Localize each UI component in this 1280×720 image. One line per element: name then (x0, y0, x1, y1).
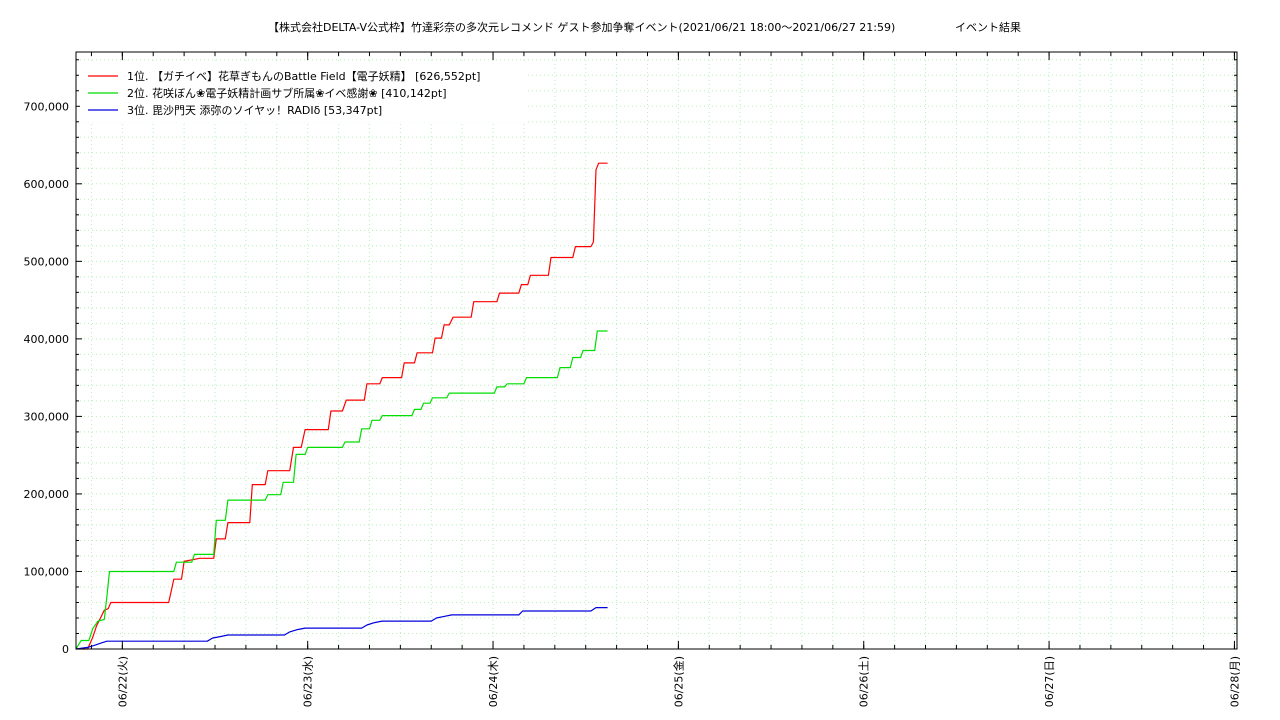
y-tick-label: 600,000 (24, 178, 70, 191)
y-tick-label: 0 (62, 643, 69, 656)
x-tick-label: 06/28(月) (1228, 656, 1241, 707)
series-line-2 (75, 330, 608, 650)
y-tick-label: 500,000 (24, 255, 70, 268)
grid (76, 52, 1237, 649)
y-tick-label: 100,000 (24, 565, 70, 578)
legend-label-2: 2位. 花咲ぼん❀電子妖精計画サブ所属❀イベ感謝❀ [410,142pt] (127, 86, 447, 100)
y-tick-label: 400,000 (24, 333, 70, 346)
x-tick-label: 06/22(火) (116, 656, 129, 707)
legend: 1位. 【ガチイベ】花草ぎもんのBattle Field【電子妖精】 [626,… (80, 64, 525, 122)
legend-label-1: 1位. 【ガチイベ】花草ぎもんのBattle Field【電子妖精】 [626,… (127, 69, 480, 83)
series-layer (75, 162, 608, 650)
legend-box (80, 64, 525, 122)
legend-label-3: 3位. 毘沙門天 添弥のソイヤッ！RADIδ [53,347pt] (127, 103, 382, 117)
series-line-1 (76, 162, 608, 650)
series-line-3 (75, 606, 608, 650)
chart-subtitle: イベント結果 (955, 20, 1021, 34)
y-tick-label: 700,000 (24, 100, 70, 113)
axes: 0 100,000 200,000 300,000 400,000 500,000 600,… (24, 52, 1241, 707)
y-tick-label: 300,000 (24, 410, 70, 423)
x-tick-label: 06/26(土) (858, 656, 871, 707)
x-tick-label: 06/24(木) (487, 656, 500, 707)
x-tick-label: 06/23(水) (302, 656, 315, 707)
plot-frame (75, 51, 1238, 650)
y-tick-label: 200,000 (24, 488, 70, 501)
x-tick-label: 06/25(金) (671, 656, 685, 707)
x-tick-label: 06/27(日) (1043, 656, 1056, 707)
chart-title: 【株式会社DELTA-V公式枠】竹達彩奈の多次元レコメンド ゲスト参加争奪イベン… (268, 20, 895, 34)
